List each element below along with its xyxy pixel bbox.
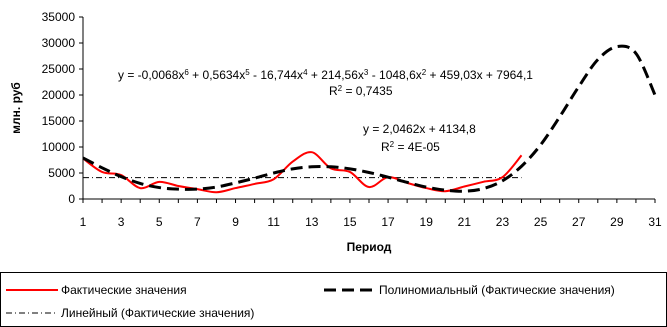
x-tick-label: 13 <box>305 215 319 229</box>
series-actual-line <box>82 151 523 194</box>
y-tick-label: 30000 <box>42 36 76 50</box>
x-tick-label: 5 <box>156 215 163 229</box>
x-tick-label: 31 <box>648 215 662 229</box>
x-tick-label: 9 <box>232 215 239 229</box>
x-tick-label: 21 <box>458 215 472 229</box>
series-layer <box>82 44 657 194</box>
y-tick-label: 35000 <box>42 10 76 24</box>
y-tick-label: 15000 <box>42 114 76 128</box>
x-tick-label: 29 <box>610 215 624 229</box>
y-tick-label: 0 <box>68 192 75 206</box>
y-tick-label: 5000 <box>48 166 75 180</box>
y-axis-title: млн. руб <box>9 82 23 134</box>
poly-equation: y = -0,0068x6 + 0,5634x5 - 16,744x4 + 21… <box>118 68 533 83</box>
y-tick-group: 0 5000 10000 15000 20000 25000 30000 35000 <box>42 10 83 206</box>
x-tick-group: 1 3 5 7 9 11 13 15 17 19 21 23 25 27 29 31 <box>80 199 662 229</box>
legend-label-linear: Линейный (Фактические значения) <box>61 306 254 320</box>
y-tick-label: 10000 <box>42 140 76 154</box>
x-tick-label: 11 <box>267 215 280 229</box>
x-tick-label: 3 <box>118 215 125 229</box>
x-tick-label: 23 <box>496 215 510 229</box>
legend: Фактические значения Полиномиальный (Фак… <box>0 272 667 327</box>
y-tick-label: 20000 <box>42 88 76 102</box>
y-tick-label: 25000 <box>42 62 76 76</box>
x-axis-title: Период <box>347 240 392 254</box>
linear-equation: y = 2,0462x + 4134,8 <box>363 122 476 136</box>
poly-r2: R2 = 0,7435 <box>329 84 393 99</box>
legend-label-actual: Фактические значения <box>61 283 187 297</box>
x-tick-label: 1 <box>80 215 87 229</box>
x-tick-label: 7 <box>194 215 201 229</box>
legend-label-poly: Полиномиальный (Фактические значения) <box>379 283 615 297</box>
x-tick-label: 15 <box>343 215 357 229</box>
x-tick-label: 19 <box>420 215 434 229</box>
linear-r2: R2 = 4E-05 <box>381 140 440 155</box>
x-tick-label: 27 <box>572 215 586 229</box>
series-polynomial-trend <box>82 44 657 193</box>
x-tick-label: 17 <box>381 215 395 229</box>
x-tick-label: 25 <box>534 215 548 229</box>
